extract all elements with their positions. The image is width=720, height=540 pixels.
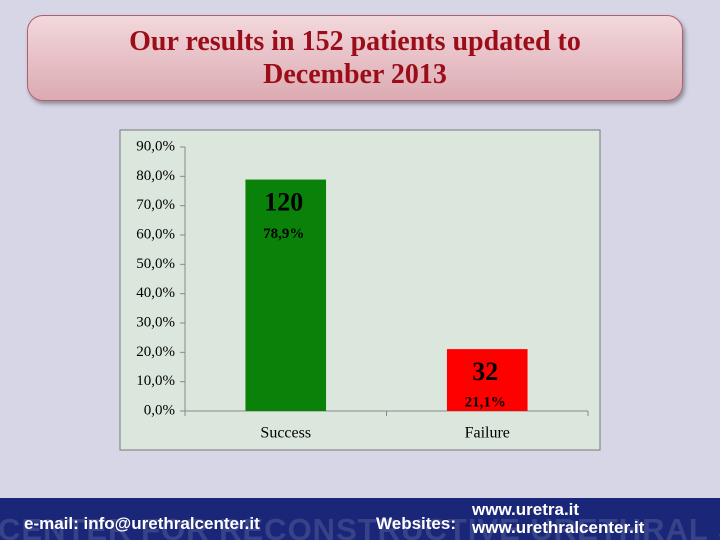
- title-box: Our results in 152 patients updated to D…: [27, 15, 683, 101]
- title: Our results in 152 patients updated to D…: [129, 26, 581, 90]
- watermark: CENTER FOR RECONSTRUCTIVE URETHRAL SURGE…: [0, 512, 720, 540]
- footer: CENTER FOR RECONSTRUCTIVE URETHRAL SURGE…: [0, 498, 720, 540]
- y-tick-label: 20,0%: [136, 344, 175, 360]
- website: www.uretra.it: [472, 500, 580, 519]
- bar: [446, 349, 528, 411]
- count-label: 32: [472, 357, 498, 386]
- y-tick-label: 50,0%: [136, 256, 175, 272]
- y-tick-label: 30,0%: [136, 314, 175, 330]
- y-tick-label: 70,0%: [136, 197, 175, 213]
- y-tick-label: 80,0%: [136, 168, 175, 184]
- y-tick-label: 40,0%: [136, 285, 175, 301]
- count-label: 120: [264, 188, 303, 217]
- website: www.urethralcenter.it: [472, 518, 645, 537]
- y-tick-label: 60,0%: [136, 226, 175, 242]
- y-tick-label: 90,0%: [136, 138, 175, 154]
- chart-area: [119, 129, 601, 451]
- y-tick-label: 10,0%: [136, 373, 175, 389]
- chart: 0,0% 10,0% 20,0% 30,0% 40,0% 50,0% 60,0% 70,0% 8…: [119, 129, 601, 451]
- x-tick-label: Failure: [465, 425, 510, 442]
- websites-label: Websites:: [376, 514, 456, 533]
- email: e-mail: info@urethralcenter.it: [24, 514, 260, 533]
- value-label: 78,9%: [263, 226, 304, 242]
- x-tick-label: Success: [260, 425, 311, 442]
- bar: [245, 179, 327, 411]
- value-label: 21,1%: [465, 394, 506, 410]
- y-tick-label: 0,0%: [144, 402, 175, 418]
